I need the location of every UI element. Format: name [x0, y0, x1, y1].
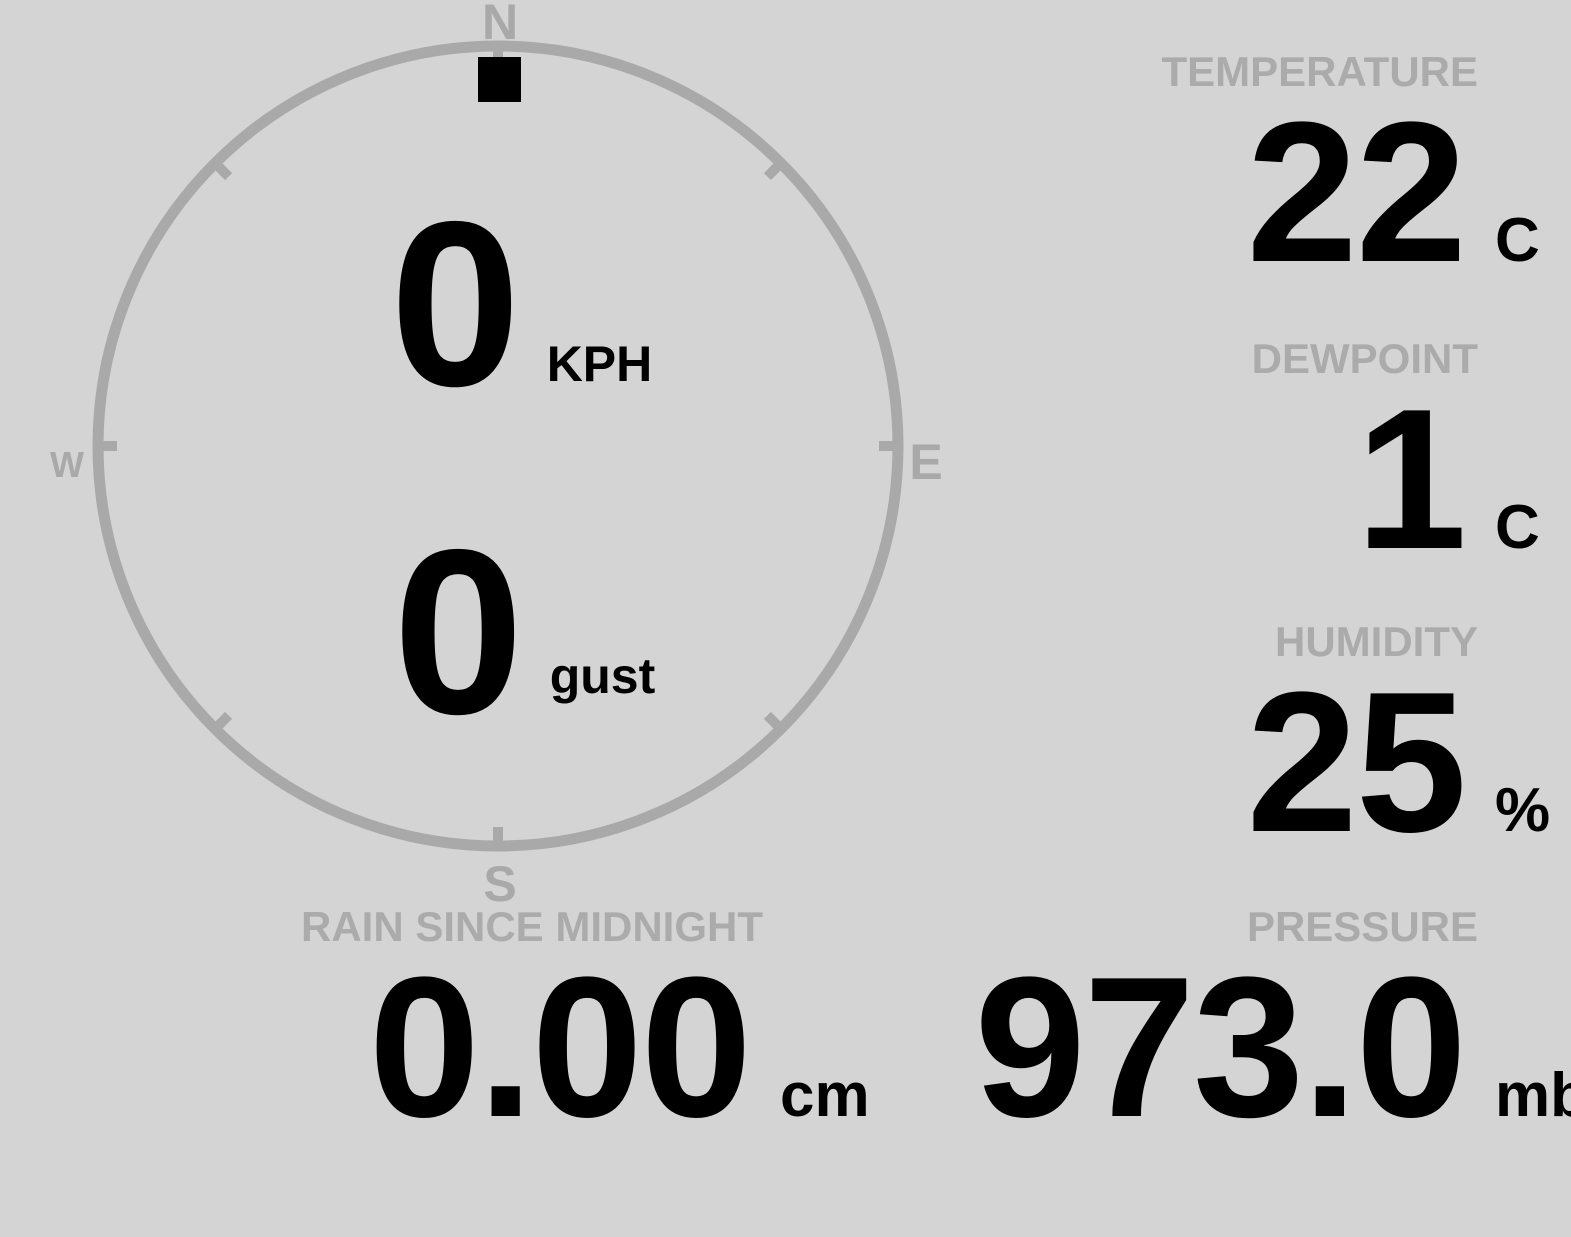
wind-speed-unit: KPH: [546, 336, 653, 392]
temperature-unit: C: [1495, 206, 1540, 275]
rain-panel: RAIN SINCE MIDNIGHT 0.00 cm: [301, 903, 870, 1159]
rain-value-row: 0.00 cm: [368, 936, 870, 1159]
pressure-label: PRESSURE: [1246, 903, 1478, 950]
wind-gust: 0 gust: [393, 514, 655, 749]
temperature-value: 22: [1246, 81, 1467, 304]
dewpoint-unit: C: [1495, 493, 1540, 562]
compass-tick-southeast: [763, 711, 787, 735]
compass-tick-northwest: [209, 157, 233, 181]
wind-gust-unit: gust: [549, 648, 656, 704]
dewpoint-label: DEWPOINT: [1251, 335, 1478, 382]
compass-tick-northeast: [763, 157, 787, 181]
pressure-panel: PRESSURE 973.0 mb: [974, 903, 1571, 1159]
compass-ticks: [95, 43, 901, 849]
rain-unit: cm: [780, 1061, 870, 1130]
humidity-value-row: 25 %: [1247, 663, 1560, 863]
compass-label-north: N: [481, 0, 519, 50]
pressure-value-row: 973.0 mb: [974, 936, 1571, 1159]
wind-speed: 0 KPH: [390, 186, 652, 421]
pressure-unit: mb: [1495, 1061, 1571, 1130]
dewpoint-value: 1: [1355, 368, 1467, 591]
wind-compass: [92, 40, 904, 852]
dewpoint-value-row: 1 C: [1356, 380, 1560, 580]
dewpoint-panel: DEWPOINT 1 C: [1252, 338, 1560, 580]
humidity-unit: %: [1495, 776, 1551, 845]
humidity-value: 25: [1246, 651, 1467, 874]
rain-value: 0.00: [368, 936, 752, 1159]
humidity-panel: HUMIDITY 25 %: [1247, 621, 1560, 863]
temperature-value-row: 22 C: [1247, 93, 1560, 293]
humidity-label: HUMIDITY: [1275, 618, 1478, 665]
compass-label-south: S: [483, 856, 517, 912]
temperature-label: TEMPERATURE: [1161, 48, 1478, 95]
wind-direction-marker-icon: [478, 57, 521, 102]
compass-tick-southwest: [209, 711, 233, 735]
compass-label-east: E: [909, 434, 943, 490]
wind-speed-value: 0: [390, 172, 521, 435]
wind-gust-value: 0: [393, 500, 524, 763]
rain-label: RAIN SINCE MIDNIGHT: [301, 903, 763, 950]
pressure-value: 973.0: [974, 936, 1467, 1159]
compass-label-west: W: [50, 444, 84, 485]
temperature-panel: TEMPERATURE 22 C: [1161, 51, 1560, 293]
